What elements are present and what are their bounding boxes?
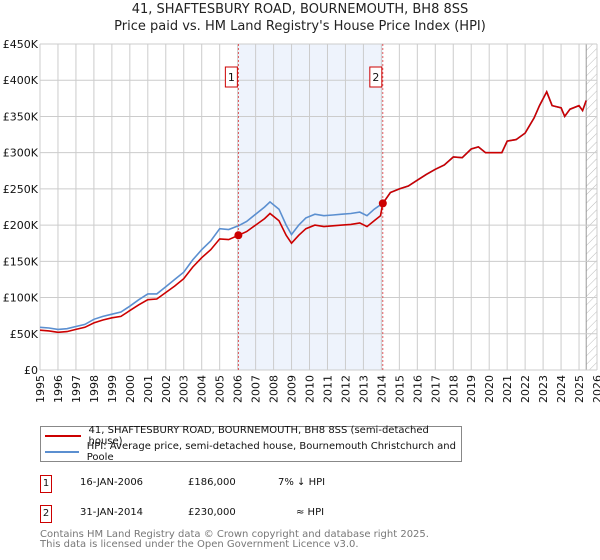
footer-licence: This data is licensed under the Open Gov… [40, 539, 359, 550]
sale-hpi-relation: 7% ↓ HPI [278, 477, 326, 488]
legend-swatch-hpi [45, 451, 79, 453]
x-tick-label: 1995 [34, 375, 47, 403]
sale-hpi-relation: ≈ HPI [296, 507, 325, 518]
price-chart: 1 2 £0 £50K £100K £150K £200K £250K £300K £350K £4… [3, 38, 600, 403]
chart-title: 41, SHAFTESBURY ROAD, BOURNEMOUTH, BH8 8… [131, 2, 469, 17]
y-tick-label: £100K [3, 292, 39, 305]
x-tick-label: 2016 [411, 375, 424, 403]
sale-label-box [224, 66, 238, 88]
y-tick-label: £300K [3, 147, 39, 160]
x-tick-label: 2018 [447, 375, 460, 403]
x-tick-label: 2026 [591, 375, 600, 403]
x-tick-label: 2004 [196, 375, 209, 403]
x-tick-label: 2011 [321, 375, 334, 403]
footer-copyright: Contains HM Land Registry data © Crown c… [40, 529, 429, 540]
x-tick-label: 2008 [268, 375, 281, 403]
x-tick-label: 2023 [537, 375, 550, 403]
x-tick-label: 2017 [429, 375, 442, 403]
x-tick-label: 2025 [573, 375, 586, 403]
y-tick-label: £0 [24, 364, 38, 377]
y-tick-label: £250K [3, 183, 39, 196]
x-tick-label: 1996 [52, 375, 65, 403]
sale-marker-badge: 2 [40, 505, 52, 523]
legend-label-hpi: HPI: Average price, semi-detached house,… [86, 441, 456, 463]
sale-label: 2 [372, 71, 379, 84]
x-tick-label: 2006 [232, 375, 245, 403]
x-tick-label: 2015 [393, 375, 406, 403]
x-tick-label: 2002 [160, 375, 173, 403]
x-tick-label: 2013 [357, 375, 370, 403]
y-tick-label: £400K [3, 74, 39, 87]
x-tick-label: 2000 [124, 375, 137, 403]
y-tick-label: £200K [3, 219, 39, 232]
x-tick-label: 2024 [555, 375, 568, 403]
x-tick-label: 2014 [375, 375, 388, 403]
footer: Contains HM Land Registry data © Crown c… [40, 530, 429, 550]
y-tick-label: £50K [10, 328, 39, 341]
x-tick-label: 2001 [142, 375, 155, 403]
x-tick-label: 2007 [250, 375, 263, 403]
x-tick-label: 2022 [519, 375, 532, 403]
x-tick-label: 1999 [106, 375, 119, 403]
x-tick-label: 1998 [88, 375, 101, 403]
x-tick-label: 2019 [465, 375, 478, 403]
y-tick-label: £350K [3, 110, 39, 123]
x-tick-label: 1997 [70, 375, 83, 403]
sale-period-shading [238, 44, 383, 370]
property-price-line [39, 89, 587, 334]
sale-point [378, 199, 387, 208]
sale-price: £230,000 [188, 507, 236, 518]
sale-marker-badge: 1 [40, 475, 52, 493]
legend-label-property: 41, SHAFTESBURY ROAD, BOURNEMOUTH, BH8 8… [88, 425, 429, 447]
x-tick-label: 2005 [214, 375, 227, 403]
legend-item-hpi: HPI: Average price, semi-detached house,… [45, 441, 461, 463]
x-tick-label: 2021 [501, 375, 514, 403]
x-tick-label: 2012 [339, 375, 352, 403]
sale-price: £186,000 [188, 477, 236, 488]
sale-date: 16-JAN-2006 [80, 477, 144, 488]
y-tick-label: £150K [3, 255, 39, 268]
legend-item-property: 41, SHAFTESBURY ROAD, BOURNEMOUTH, BH8 8… [45, 425, 461, 447]
sale-label: 1 [228, 71, 235, 84]
sale-point [234, 231, 243, 240]
chart-subtitle: Price paid vs. HM Land Registry's House … [114, 19, 486, 34]
legend-swatch-property [45, 435, 81, 437]
x-tick-label: 2010 [304, 375, 317, 403]
x-tick-label: 2020 [483, 375, 496, 403]
forecast-hatch [586, 44, 597, 370]
legend: 41, SHAFTESBURY ROAD, BOURNEMOUTH, BH8 8… [40, 425, 462, 463]
sale-date: 31-JAN-2014 [80, 507, 144, 518]
y-tick-label: £450K [3, 38, 39, 51]
x-tick-label: 2009 [286, 375, 299, 403]
x-tick-label: 2003 [178, 375, 191, 403]
sale-label-box [369, 66, 383, 88]
